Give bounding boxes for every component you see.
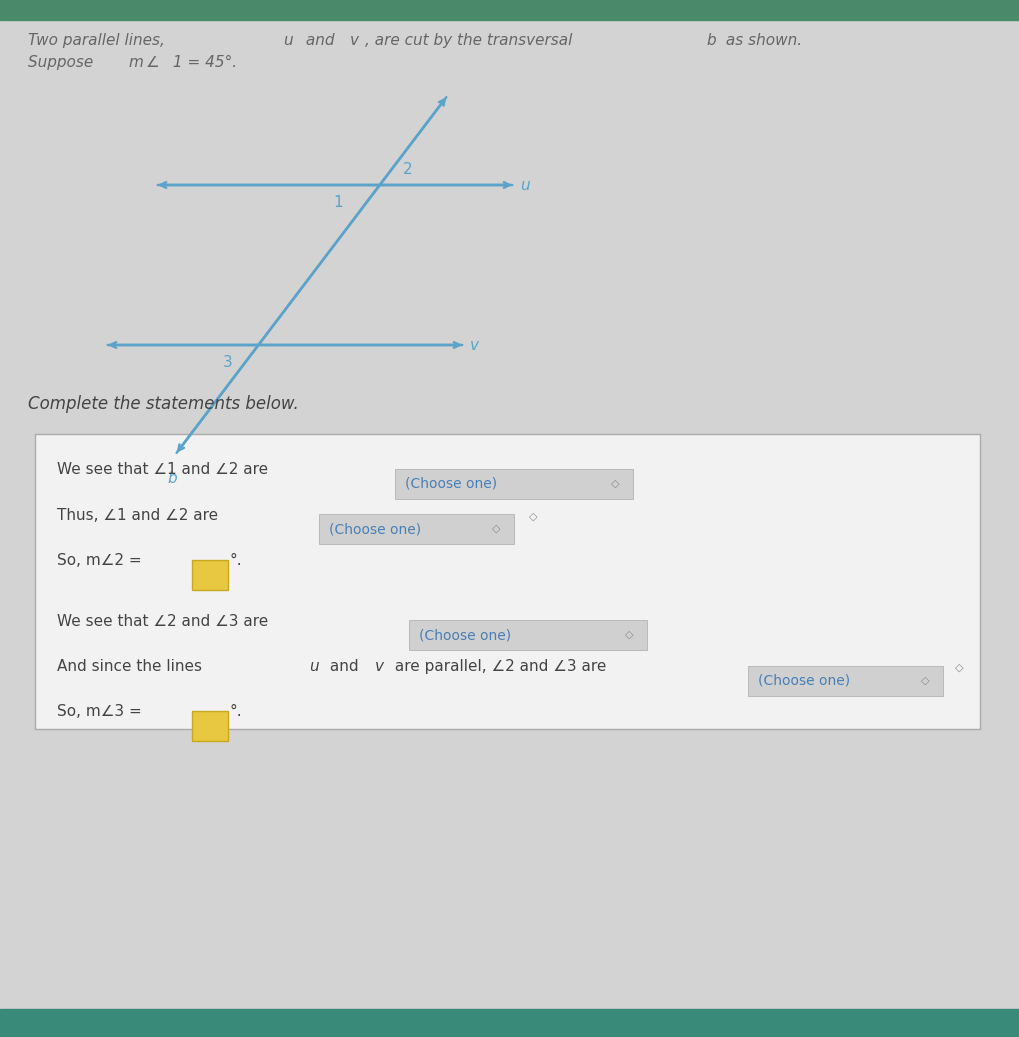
Bar — [0, 1009, 1019, 1037]
Text: ◇: ◇ — [529, 511, 537, 522]
Text: ∠: ∠ — [146, 55, 160, 71]
Text: are parallel, ∠2 and ∠3 are: are parallel, ∠2 and ∠3 are — [390, 658, 611, 674]
Text: v: v — [350, 33, 359, 48]
Text: and: and — [301, 33, 339, 48]
Text: m: m — [128, 55, 143, 71]
FancyBboxPatch shape — [192, 560, 228, 590]
Text: as shown.: as shown. — [721, 33, 802, 48]
Text: (Choose one): (Choose one) — [758, 674, 850, 688]
Text: u: u — [283, 33, 292, 48]
FancyBboxPatch shape — [409, 620, 647, 650]
Text: So, m∠2 =: So, m∠2 = — [57, 553, 147, 568]
Text: ◇: ◇ — [921, 675, 929, 685]
Bar — [0, 0, 1019, 20]
Text: (Choose one): (Choose one) — [329, 522, 421, 536]
Text: We see that ∠1 and ∠2 are: We see that ∠1 and ∠2 are — [57, 463, 273, 477]
Text: °.: °. — [230, 704, 243, 720]
Text: v: v — [375, 658, 384, 674]
FancyBboxPatch shape — [192, 711, 228, 741]
FancyBboxPatch shape — [35, 435, 980, 729]
Text: (Choose one): (Choose one) — [405, 477, 497, 491]
Text: ◇: ◇ — [492, 524, 500, 534]
Text: 2: 2 — [404, 162, 413, 176]
Text: ◇: ◇ — [610, 479, 620, 488]
Text: Thus, ∠1 and ∠2 are: Thus, ∠1 and ∠2 are — [57, 507, 223, 523]
Text: , are cut by the transversal: , are cut by the transversal — [365, 33, 577, 48]
Text: ◇: ◇ — [955, 663, 964, 673]
Text: 1: 1 — [333, 195, 342, 209]
FancyBboxPatch shape — [319, 514, 514, 544]
Text: b: b — [167, 471, 177, 486]
Text: We see that ∠2 and ∠3 are: We see that ∠2 and ∠3 are — [57, 614, 273, 628]
Text: v: v — [470, 337, 479, 353]
Text: And since the lines: And since the lines — [57, 658, 207, 674]
Text: 3: 3 — [223, 355, 233, 369]
Text: u: u — [520, 177, 530, 193]
Text: ◇: ◇ — [625, 630, 633, 640]
Text: Suppose: Suppose — [28, 55, 98, 71]
Text: b: b — [706, 33, 715, 48]
Text: °.: °. — [230, 553, 243, 568]
Text: u: u — [309, 658, 319, 674]
FancyBboxPatch shape — [748, 666, 943, 696]
Text: So, m∠3 =: So, m∠3 = — [57, 704, 147, 720]
FancyBboxPatch shape — [395, 469, 633, 499]
Text: Complete the statements below.: Complete the statements below. — [28, 395, 299, 413]
Text: 1 = 45°.: 1 = 45°. — [168, 55, 237, 71]
Text: Two parallel lines,: Two parallel lines, — [28, 33, 170, 48]
Text: (Choose one): (Choose one) — [419, 628, 512, 642]
Text: and: and — [325, 658, 364, 674]
